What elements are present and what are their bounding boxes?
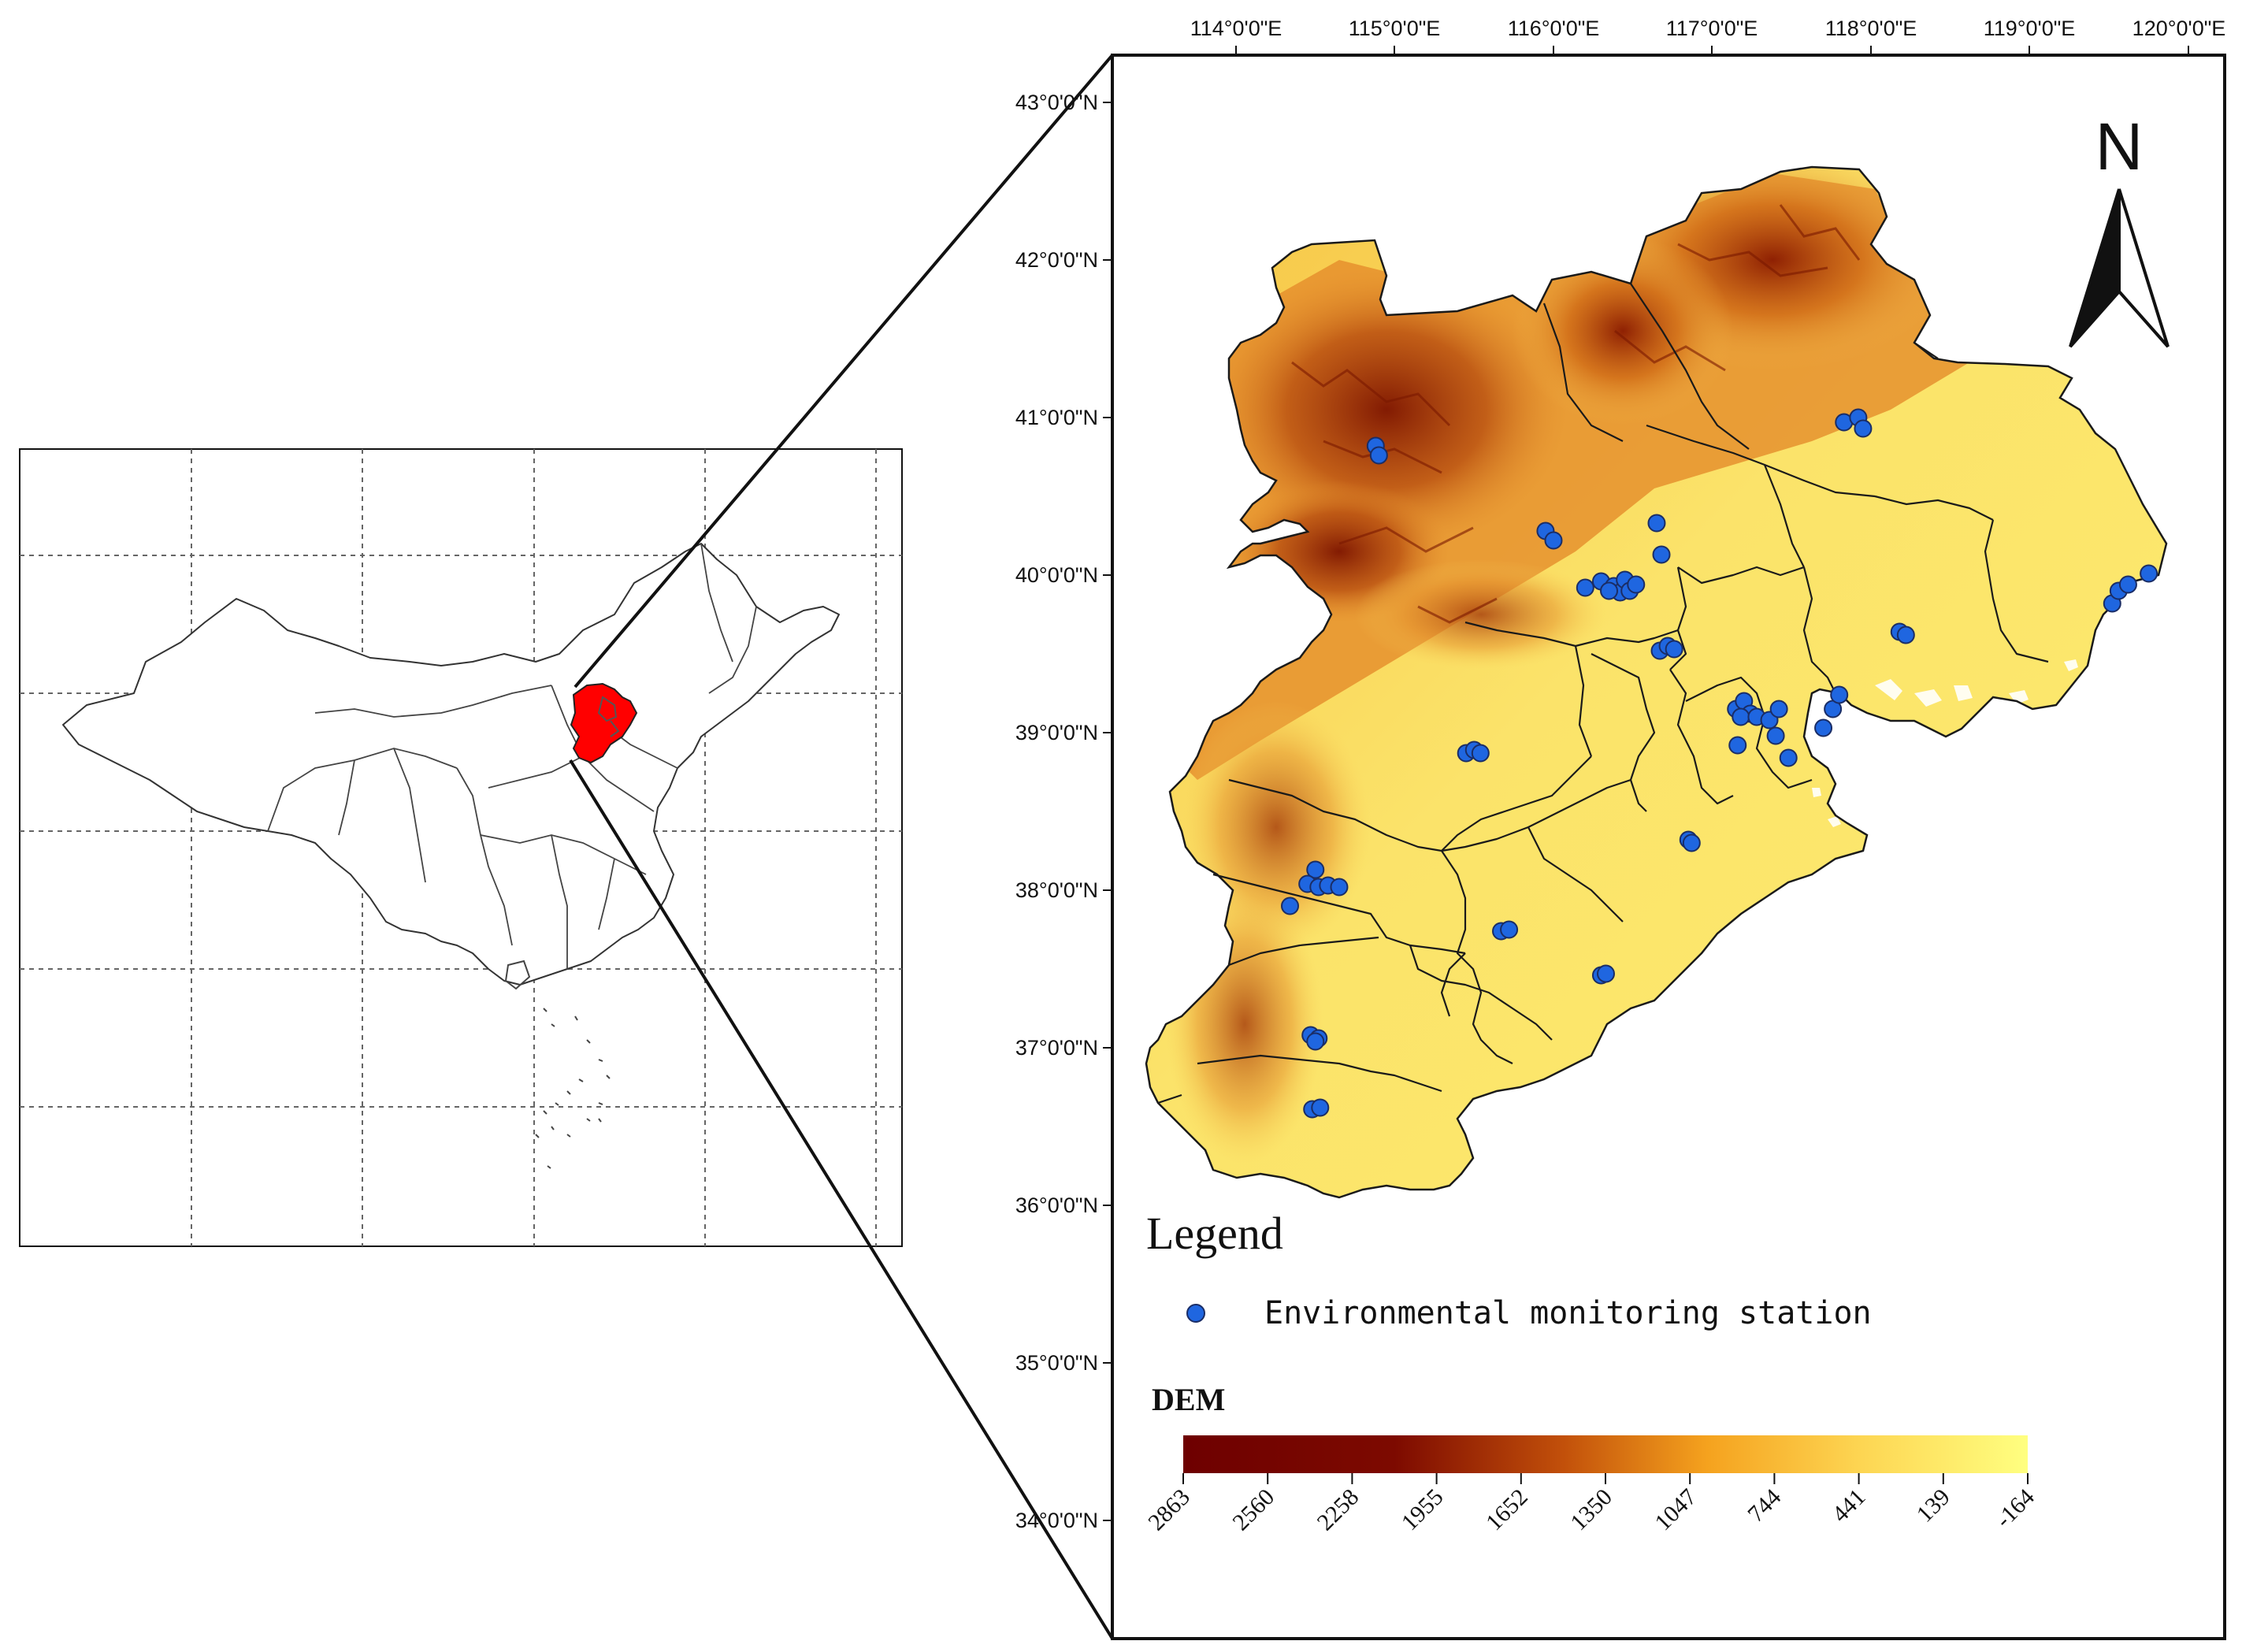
station-marker	[1665, 640, 1683, 659]
lat-label: 35°0'0"N	[1015, 1351, 1098, 1375]
station-marker	[1647, 514, 1666, 533]
zoom-connector-lines	[569, 54, 1114, 1640]
terrain-ridges	[1291, 204, 1861, 624]
station-marker	[1769, 700, 1788, 718]
lon-label: 116°0'0"E	[1508, 17, 1600, 40]
station-marker	[1779, 748, 1798, 767]
top-ticks	[1235, 46, 2189, 55]
highlight-region	[570, 682, 638, 764]
lat-label: 40°0'0"N	[1015, 563, 1098, 587]
north-arrow-icon: N	[2069, 110, 2170, 348]
overview-province-lines	[267, 543, 757, 969]
station-marker	[1627, 575, 1646, 594]
lat-label: 43°0'0"N	[1015, 91, 1098, 114]
station-marker	[2140, 564, 2158, 583]
lat-label: 42°0'0"N	[1015, 248, 1098, 272]
station-marker	[1306, 860, 1325, 879]
lon-label: 115°0'0"E	[1349, 17, 1441, 40]
legend-station-label: Environmental monitoring station	[1264, 1295, 1872, 1331]
north-label: N	[2095, 110, 2144, 184]
lon-label: 119°0'0"E	[1984, 17, 2076, 40]
station-marker	[1471, 744, 1490, 763]
longitude-labels: 114°0'0"E 115°0'0"E 116°0'0"E 117°0'0"E …	[1190, 17, 2226, 40]
station-marker	[1732, 707, 1750, 726]
station-marker	[1728, 736, 1747, 755]
legend-title: Legend	[1146, 1208, 1283, 1259]
overview-map	[19, 448, 903, 1247]
station-marker	[1281, 897, 1300, 915]
overview-islands	[504, 960, 611, 1169]
station-marker	[1330, 878, 1349, 897]
station-marker	[1766, 726, 1785, 745]
station-marker	[1500, 920, 1519, 939]
dem-title: DEM	[1152, 1382, 1225, 1417]
station-marker	[1306, 1032, 1325, 1051]
station-marker	[1544, 531, 1563, 550]
station-marker	[1854, 419, 1873, 438]
lat-label: 34°0'0"N	[1015, 1509, 1098, 1532]
station-marker	[1814, 718, 1833, 737]
lat-label: 36°0'0"N	[1015, 1194, 1098, 1217]
left-ticks	[1103, 102, 1112, 1521]
admin-boundaries	[1157, 283, 2049, 1104]
stations-layer	[1281, 408, 2158, 1119]
lon-label: 117°0'0"E	[1666, 17, 1758, 40]
detail-map: 114°0'0"E 115°0'0"E 116°0'0"E 117°0'0"E …	[1015, 17, 2226, 1640]
dem-tick-marks	[1182, 1473, 2029, 1484]
lat-label: 38°0'0"N	[1015, 878, 1098, 902]
station-marker	[1896, 626, 1915, 644]
latitude-labels: 43°0'0"N 42°0'0"N 41°0'0"N 40°0'0"N 39°0…	[1015, 91, 1098, 1532]
station-marker	[1576, 578, 1594, 597]
station-marker	[2118, 575, 2137, 594]
station-marker	[1596, 964, 1615, 983]
coastal-white-patches	[1812, 659, 2078, 827]
station-dot-icon	[1186, 1304, 1205, 1323]
station-marker	[1830, 685, 1849, 704]
lat-label: 41°0'0"N	[1015, 406, 1098, 429]
lat-label: 37°0'0"N	[1015, 1036, 1098, 1060]
highlight-region-inner	[597, 696, 620, 737]
station-marker	[1682, 833, 1701, 852]
dem-color-ramp	[1183, 1435, 2028, 1473]
legend: Legend Environmental monitoring station	[1146, 1208, 1872, 1331]
lon-label: 114°0'0"E	[1190, 17, 1282, 40]
lon-label: 118°0'0"E	[1825, 17, 1917, 40]
station-marker	[1369, 446, 1388, 465]
station-marker	[1311, 1098, 1330, 1117]
lat-label: 39°0'0"N	[1015, 721, 1098, 744]
lon-label: 120°0'0"E	[2132, 17, 2226, 40]
station-marker	[1652, 545, 1671, 564]
station-marker	[1600, 581, 1619, 600]
